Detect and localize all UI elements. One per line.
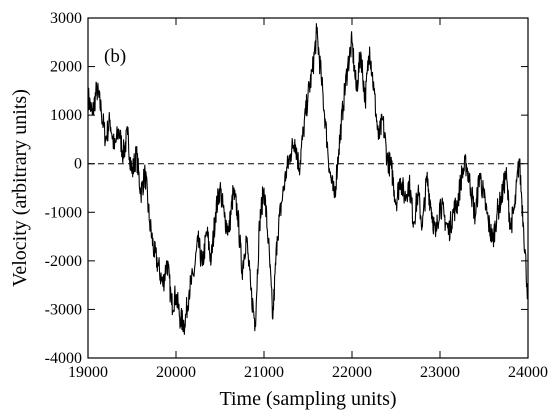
x-tick-label: 19000 <box>68 364 108 381</box>
x-tick-label: 22000 <box>332 364 372 381</box>
velocity-series-line <box>88 24 528 335</box>
y-tick-label: 0 <box>74 156 82 173</box>
x-tick-label: 23000 <box>420 364 460 381</box>
x-tick-label: 21000 <box>244 364 284 381</box>
y-tick-label: -3000 <box>45 301 82 318</box>
y-tick-label: 1000 <box>50 107 82 124</box>
x-tick-label: 24000 <box>508 364 548 381</box>
y-tick-label: -1000 <box>45 204 82 221</box>
x-tick-label: 20000 <box>156 364 196 381</box>
y-axis-title: Velocity (arbitrary units) <box>9 89 31 287</box>
y-tick-label: -2000 <box>45 253 82 270</box>
plot-frame <box>88 18 528 358</box>
y-tick-label: 3000 <box>50 10 82 27</box>
y-tick-label: 2000 <box>50 59 82 76</box>
x-axis-title: Time (sampling units) <box>219 388 396 410</box>
panel-label: (b) <box>104 46 126 67</box>
